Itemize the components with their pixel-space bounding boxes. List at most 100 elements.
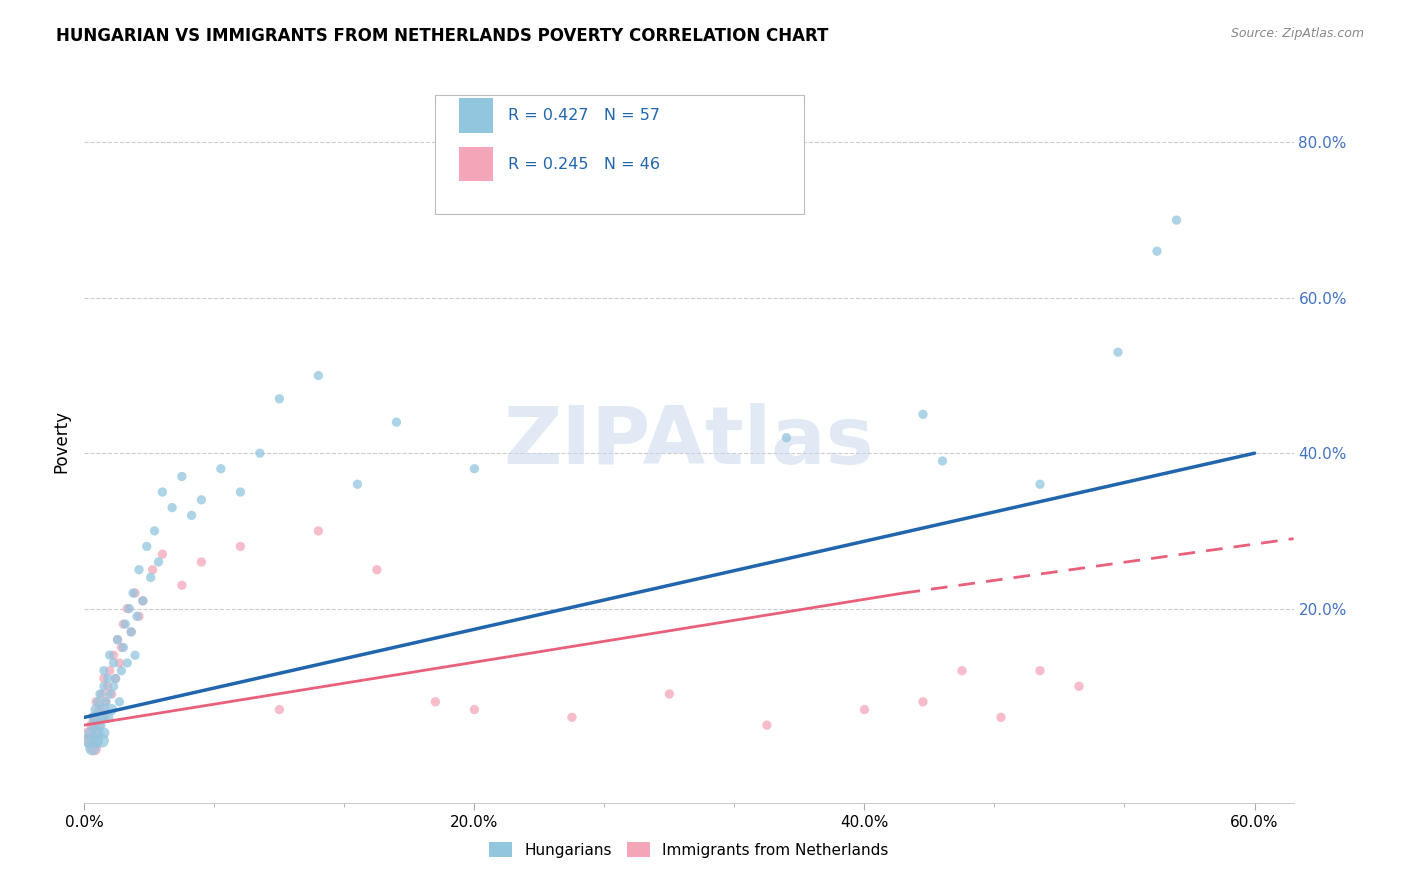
Point: [83, 710, 105, 724]
Point: [463, 702, 485, 716]
Point: [77, 733, 100, 747]
Point: [366, 563, 388, 577]
Point: [107, 632, 129, 647]
Point: [90, 733, 112, 747]
Point: [117, 656, 139, 670]
Point: [122, 586, 145, 600]
Point: [100, 702, 122, 716]
Point: [93, 664, 115, 678]
Point: [82, 718, 104, 732]
Point: [83, 718, 105, 732]
Point: [385, 415, 408, 429]
Text: Source: ZipAtlas.com: Source: ZipAtlas.com: [1230, 27, 1364, 40]
Point: [124, 586, 146, 600]
Point: [98, 687, 121, 701]
Point: [346, 477, 368, 491]
FancyBboxPatch shape: [460, 147, 494, 181]
Point: [87, 726, 110, 740]
Legend: Hungarians, Immigrants from Netherlands: Hungarians, Immigrants from Netherlands: [484, 836, 894, 863]
Point: [931, 454, 953, 468]
Point: [82, 741, 104, 756]
Point: [142, 563, 165, 577]
Point: [269, 392, 291, 406]
Point: [79, 726, 101, 740]
Point: [97, 679, 120, 693]
Point: [90, 687, 112, 701]
Point: [132, 594, 155, 608]
Point: [1166, 213, 1188, 227]
Point: [755, 718, 778, 732]
Point: [84, 695, 107, 709]
Point: [269, 702, 291, 716]
Point: [97, 710, 120, 724]
Point: [160, 500, 183, 515]
Point: [180, 508, 202, 523]
Point: [90, 710, 112, 724]
Point: [104, 672, 127, 686]
Point: [911, 695, 934, 709]
Point: [124, 648, 146, 663]
Text: R = 0.427   N = 57: R = 0.427 N = 57: [508, 108, 659, 123]
Point: [100, 687, 122, 701]
Point: [84, 702, 107, 716]
Point: [463, 461, 485, 475]
Point: [425, 695, 447, 709]
Point: [103, 656, 125, 670]
Point: [150, 547, 173, 561]
Point: [561, 710, 583, 724]
Point: [107, 632, 129, 647]
Point: [112, 640, 135, 655]
Point: [89, 718, 111, 732]
Point: [209, 461, 232, 475]
Point: [853, 702, 876, 716]
Point: [307, 368, 329, 383]
Point: [118, 601, 141, 615]
Point: [104, 672, 127, 686]
Point: [1029, 664, 1052, 678]
Point: [170, 578, 193, 592]
Point: [93, 710, 115, 724]
Point: [87, 718, 110, 732]
Point: [911, 408, 934, 422]
Point: [1146, 244, 1168, 259]
Point: [103, 679, 125, 693]
Point: [103, 648, 125, 663]
FancyBboxPatch shape: [434, 95, 804, 214]
Point: [128, 609, 150, 624]
Point: [93, 702, 115, 716]
Point: [950, 664, 973, 678]
Point: [93, 726, 115, 740]
Point: [83, 710, 105, 724]
Point: [84, 726, 107, 740]
Point: [97, 672, 120, 686]
Point: [110, 640, 132, 655]
Text: ZIPAtlas: ZIPAtlas: [503, 402, 875, 481]
Point: [170, 469, 193, 483]
Point: [93, 672, 115, 686]
Point: [79, 733, 101, 747]
Point: [84, 733, 107, 747]
Point: [108, 695, 131, 709]
Point: [98, 648, 121, 663]
Point: [120, 624, 142, 639]
Point: [229, 540, 252, 554]
Point: [658, 687, 681, 701]
Point: [89, 702, 111, 716]
Point: [249, 446, 271, 460]
Text: HUNGARIAN VS IMMIGRANTS FROM NETHERLANDS POVERTY CORRELATION CHART: HUNGARIAN VS IMMIGRANTS FROM NETHERLANDS…: [56, 27, 828, 45]
Point: [1107, 345, 1129, 359]
Point: [87, 695, 110, 709]
Point: [83, 741, 105, 756]
Point: [135, 540, 157, 554]
Point: [114, 617, 136, 632]
Point: [990, 710, 1012, 724]
Point: [125, 609, 148, 624]
Point: [775, 431, 797, 445]
Point: [132, 594, 155, 608]
Point: [77, 726, 100, 740]
Point: [89, 687, 111, 701]
Point: [128, 563, 150, 577]
Point: [108, 656, 131, 670]
Point: [307, 524, 329, 538]
Point: [1067, 679, 1090, 693]
